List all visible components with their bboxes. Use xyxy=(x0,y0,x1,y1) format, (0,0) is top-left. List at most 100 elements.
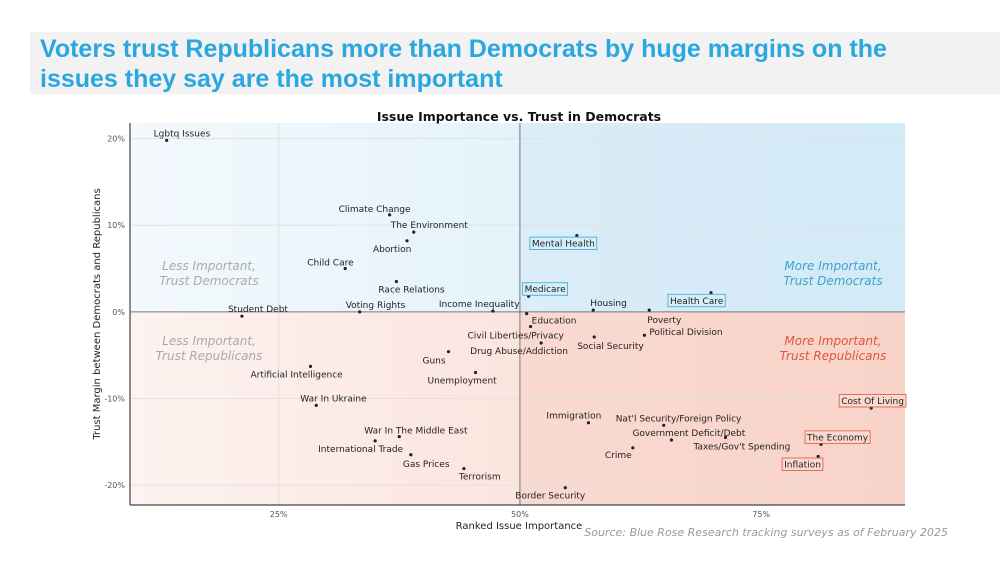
quadrant-label: Less Important, xyxy=(162,334,256,348)
data-label: Housing xyxy=(590,299,627,309)
data-point xyxy=(388,213,392,217)
data-label: Border Security xyxy=(515,492,586,502)
data-label: Climate Change xyxy=(339,205,411,215)
data-point xyxy=(563,486,567,490)
data-point xyxy=(647,308,651,312)
y-tick-label: -10% xyxy=(104,394,125,403)
headline: Voters trust Republicans more than Democ… xyxy=(40,35,887,93)
data-label: Crime xyxy=(605,451,632,461)
data-point xyxy=(462,467,466,471)
data-point xyxy=(723,435,728,440)
data-point xyxy=(397,434,401,439)
data-point xyxy=(343,266,347,271)
data-point xyxy=(525,311,529,316)
data-point xyxy=(669,438,674,442)
data-point xyxy=(358,310,362,314)
data-point xyxy=(314,403,318,407)
highlight-box xyxy=(838,394,907,408)
data-label: Medicare xyxy=(525,285,566,295)
data-point xyxy=(575,234,579,238)
x-axis-label: Ranked Issue Importance xyxy=(456,521,583,532)
data-label: Immigration xyxy=(546,412,601,422)
data-point xyxy=(394,279,398,284)
data-label: Unemployment xyxy=(428,376,498,386)
highlight-box xyxy=(667,293,726,308)
data-point xyxy=(709,291,713,295)
data-point xyxy=(412,230,416,234)
quadrant-label: Trust Democrats xyxy=(783,274,882,288)
data-point xyxy=(528,324,533,329)
data-label: Poverty xyxy=(647,316,682,326)
quadrant-label: Less Important, xyxy=(162,259,256,273)
x-tick-label: 25% xyxy=(270,510,288,519)
data-label: Income Inequality xyxy=(439,300,520,310)
data-label: Student Debt xyxy=(228,305,288,315)
more-important-dem-region xyxy=(519,123,905,312)
data-label: Social Security xyxy=(577,342,644,352)
data-point xyxy=(642,333,647,337)
highlight-box xyxy=(804,430,871,444)
data-label: War In Ukraine xyxy=(300,394,367,404)
data-label: Drug Abuse/Addiction xyxy=(470,347,568,357)
data-point xyxy=(473,370,478,375)
data-point xyxy=(539,341,543,345)
data-label: Terrorism xyxy=(458,473,501,483)
data-point xyxy=(373,439,377,443)
data-point xyxy=(446,350,451,354)
quadrant-label: Trust Democrats xyxy=(159,274,258,288)
data-label: International Trade xyxy=(318,445,403,455)
data-point xyxy=(491,309,495,313)
data-point xyxy=(240,314,244,318)
data-point xyxy=(592,335,596,339)
highlight-box xyxy=(781,457,824,471)
data-label: Mental Health xyxy=(532,240,595,250)
data-label: The Environment xyxy=(390,221,469,231)
data-point xyxy=(586,421,591,425)
more-important-rep-region xyxy=(519,311,905,505)
data-point xyxy=(591,308,595,312)
data-label: Nat'l Security/Foreign Policy xyxy=(616,414,742,424)
highlight-box xyxy=(522,282,569,296)
source-note: Source: Blue Rose Research tracking surv… xyxy=(584,526,948,539)
data-label: Gas Prices xyxy=(403,460,450,470)
data-label: Voting Rights xyxy=(346,301,406,311)
data-label: Education xyxy=(532,317,577,327)
data-label: Lgbtq Issues xyxy=(154,129,211,139)
highlight-box xyxy=(529,236,598,251)
y-axis-label: Trust Margin between Democrats and Repub… xyxy=(92,188,103,440)
headline-banner xyxy=(30,32,1000,94)
data-label: War In The Middle East xyxy=(364,427,468,437)
data-point xyxy=(405,239,409,243)
data-label: Civil Liberties/Privacy xyxy=(468,332,565,342)
data-label: The Economy xyxy=(806,433,869,443)
quadrant-label: Trust Republicans xyxy=(780,349,887,363)
data-point xyxy=(816,454,820,459)
data-point xyxy=(308,364,313,369)
y-tick-label: 0% xyxy=(112,308,125,317)
x-tick-label: 50% xyxy=(511,510,529,519)
data-label: Inflation xyxy=(784,460,821,470)
chart-title: Issue Importance vs. Trust in Democrats xyxy=(377,109,661,124)
data-label: Abortion xyxy=(373,245,411,255)
data-label: Political Division xyxy=(649,328,722,338)
data-point xyxy=(165,138,169,142)
x-tick-label: 75% xyxy=(752,510,770,519)
data-label: Health Care xyxy=(670,297,724,307)
data-label: Artificial Intelligence xyxy=(250,370,343,380)
quadrant-label: More Important, xyxy=(784,334,881,348)
data-label: Child Care xyxy=(307,259,354,269)
data-label: Taxes/Gov't Spending xyxy=(692,442,790,452)
y-tick-label: -20% xyxy=(104,481,125,490)
y-tick-label: 20% xyxy=(107,135,125,144)
quadrant-label: Trust Republicans xyxy=(156,349,263,363)
data-label: Guns xyxy=(422,357,445,367)
data-label: Cost Of Living xyxy=(841,397,904,407)
data-point xyxy=(409,453,413,457)
quadrant-label: More Important, xyxy=(784,259,881,273)
data-label: Race Relations xyxy=(378,286,445,296)
data-label: Government Deficit/Debt xyxy=(632,429,745,439)
y-tick-label: 10% xyxy=(107,221,125,230)
data-point xyxy=(662,423,666,427)
data-point xyxy=(631,446,635,450)
